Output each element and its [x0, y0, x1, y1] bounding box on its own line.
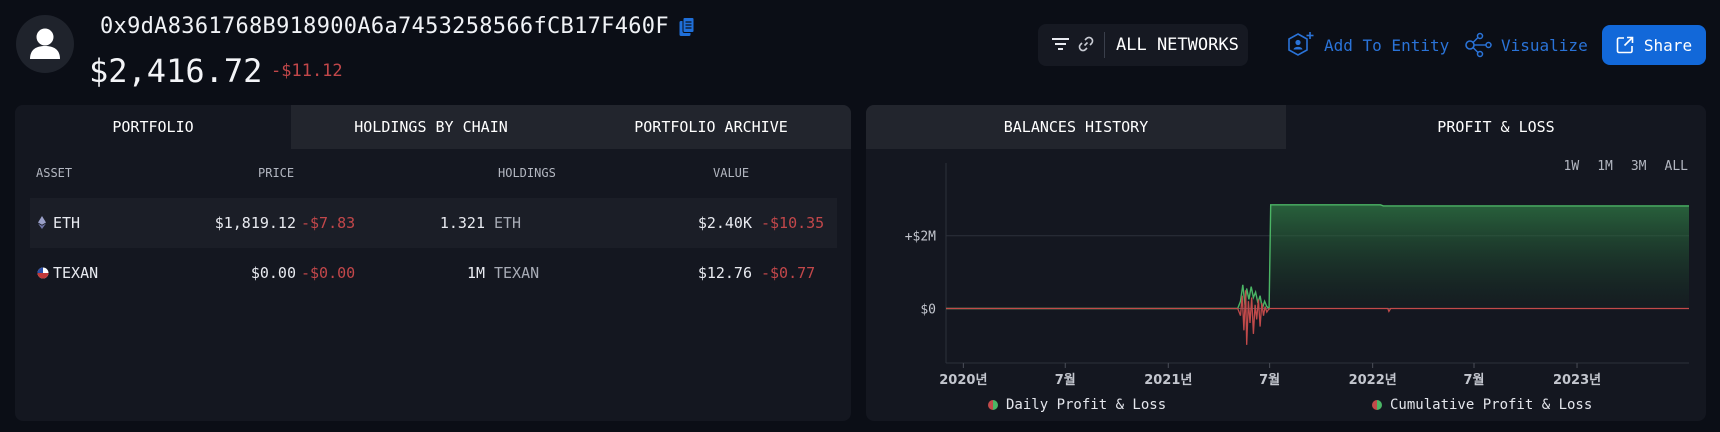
y-tick-label: $0 [920, 302, 936, 317]
range-all-button[interactable]: ALL [1664, 159, 1688, 174]
link-icon[interactable] [1078, 36, 1094, 52]
column-header-asset[interactable]: ASSET [36, 166, 73, 180]
asset-price: $0.00 [250, 264, 296, 282]
graph-icon [1465, 32, 1492, 58]
eth-icon [38, 216, 46, 229]
portfolio-tabs: PORTFOLIO HOLDINGS BY CHAIN PORTFOLIO AR… [15, 105, 851, 149]
asset-price: $1,819.12 [214, 214, 296, 232]
asset-name: TEXAN [53, 264, 99, 282]
tab-balances-history[interactable]: BALANCES HISTORY [866, 105, 1286, 149]
x-tick-label: 2022년 [1349, 373, 1397, 388]
price-change: -$7.83 [301, 214, 356, 232]
x-tick-label: 2021년 [1144, 373, 1192, 388]
table-row[interactable]: TEXAN $0.00 -$0.00 1M TEXAN $12.76 -$0.7… [30, 248, 837, 298]
holdings-amount: 1M [466, 264, 485, 282]
tab-portfolio[interactable]: PORTFOLIO [15, 105, 291, 149]
filter-icon[interactable] [1052, 37, 1069, 51]
share-label: Share [1643, 35, 1693, 55]
range-1m-button[interactable]: 1M [1597, 159, 1613, 174]
x-tick-label: 7월 [1463, 372, 1484, 388]
network-filter[interactable]: ALL NETWORKS [1038, 24, 1248, 66]
legend-item-daily[interactable]: Daily Profit & Loss [988, 397, 1166, 413]
total-balance: $2,416.72 [89, 52, 263, 90]
asset-value: $2.40K [697, 214, 752, 232]
user-icon [30, 28, 60, 59]
x-tick-label: 7월 [1055, 372, 1076, 388]
history-panel: BALANCES HISTORY PROFIT & LOSS 1W 1M 3M … [866, 105, 1706, 421]
external-link-icon [1616, 36, 1634, 54]
range-selector: 1W 1M 3M ALL [1564, 159, 1688, 174]
network-filter-label: ALL NETWORKS [1116, 35, 1239, 55]
holdings-symbol: TEXAN [494, 264, 540, 282]
share-button[interactable]: Share [1602, 25, 1706, 65]
add-entity-icon [1288, 32, 1314, 56]
portfolio-panel: PORTFOLIO HOLDINGS BY CHAIN PORTFOLIO AR… [15, 105, 851, 421]
balance-change: -$11.12 [271, 61, 343, 81]
holdings-amount: 1.321 [439, 214, 485, 232]
range-3m-button[interactable]: 3M [1630, 159, 1647, 174]
copy-icon[interactable] [679, 17, 695, 37]
x-tick-label: 7월 [1259, 372, 1280, 388]
divider [1104, 32, 1105, 58]
table-row[interactable]: ETH $1,819.12 -$7.83 1.321 ETH $2.40K -$… [30, 198, 837, 248]
value-change: -$10.35 [761, 214, 825, 232]
profit-loss-chart: +$2M $0 2020년 7월 2021년 7월 2022년 7월 2023년 [905, 163, 1689, 388]
add-to-entity-button[interactable]: Add To Entity [1285, 27, 1449, 63]
price-change: -$0.00 [301, 264, 356, 282]
range-1w-button[interactable]: 1W [1563, 159, 1580, 174]
x-tick-label: 2023년 [1553, 373, 1601, 388]
legend-label-daily: Daily Profit & Loss [1006, 397, 1167, 413]
tab-portfolio-archive[interactable]: PORTFOLIO ARCHIVE [571, 105, 851, 149]
legend-label-cumulative: Cumulative Profit & Loss [1390, 397, 1593, 413]
history-tabs: BALANCES HISTORY PROFIT & LOSS [866, 105, 1706, 149]
column-header-price[interactable]: PRICE [258, 166, 295, 180]
column-header-holdings[interactable]: HOLDINGS [498, 166, 556, 180]
visualize-label: Visualize [1501, 35, 1588, 55]
add-to-entity-label: Add To Entity [1324, 35, 1450, 55]
daily-line [946, 290, 1689, 345]
avatar [16, 15, 74, 73]
holdings-symbol: ETH [494, 214, 522, 232]
y-tick-label: +$2M [905, 230, 936, 245]
cumulative-line [946, 204, 1689, 310]
value-change: -$0.77 [761, 264, 816, 282]
x-tick-label: 2020년 [939, 373, 987, 388]
texan-token-icon [37, 267, 49, 279]
legend-item-cumulative[interactable]: Cumulative Profit & Loss [1372, 397, 1592, 413]
visualize-button[interactable]: Visualize [1464, 27, 1588, 63]
column-header-value[interactable]: VALUE [713, 166, 750, 180]
tab-holdings-by-chain[interactable]: HOLDINGS BY CHAIN [291, 105, 571, 149]
legend-dot [988, 400, 998, 410]
wallet-address: 0x9dA8361768B918900A6a7453258566fCB17F46… [100, 14, 669, 39]
cumulative-area [946, 204, 1689, 309]
tab-profit-and-loss[interactable]: PROFIT & LOSS [1286, 105, 1706, 149]
legend-dot [1372, 400, 1382, 410]
asset-value: $12.76 [697, 264, 752, 282]
asset-name: ETH [53, 214, 81, 232]
